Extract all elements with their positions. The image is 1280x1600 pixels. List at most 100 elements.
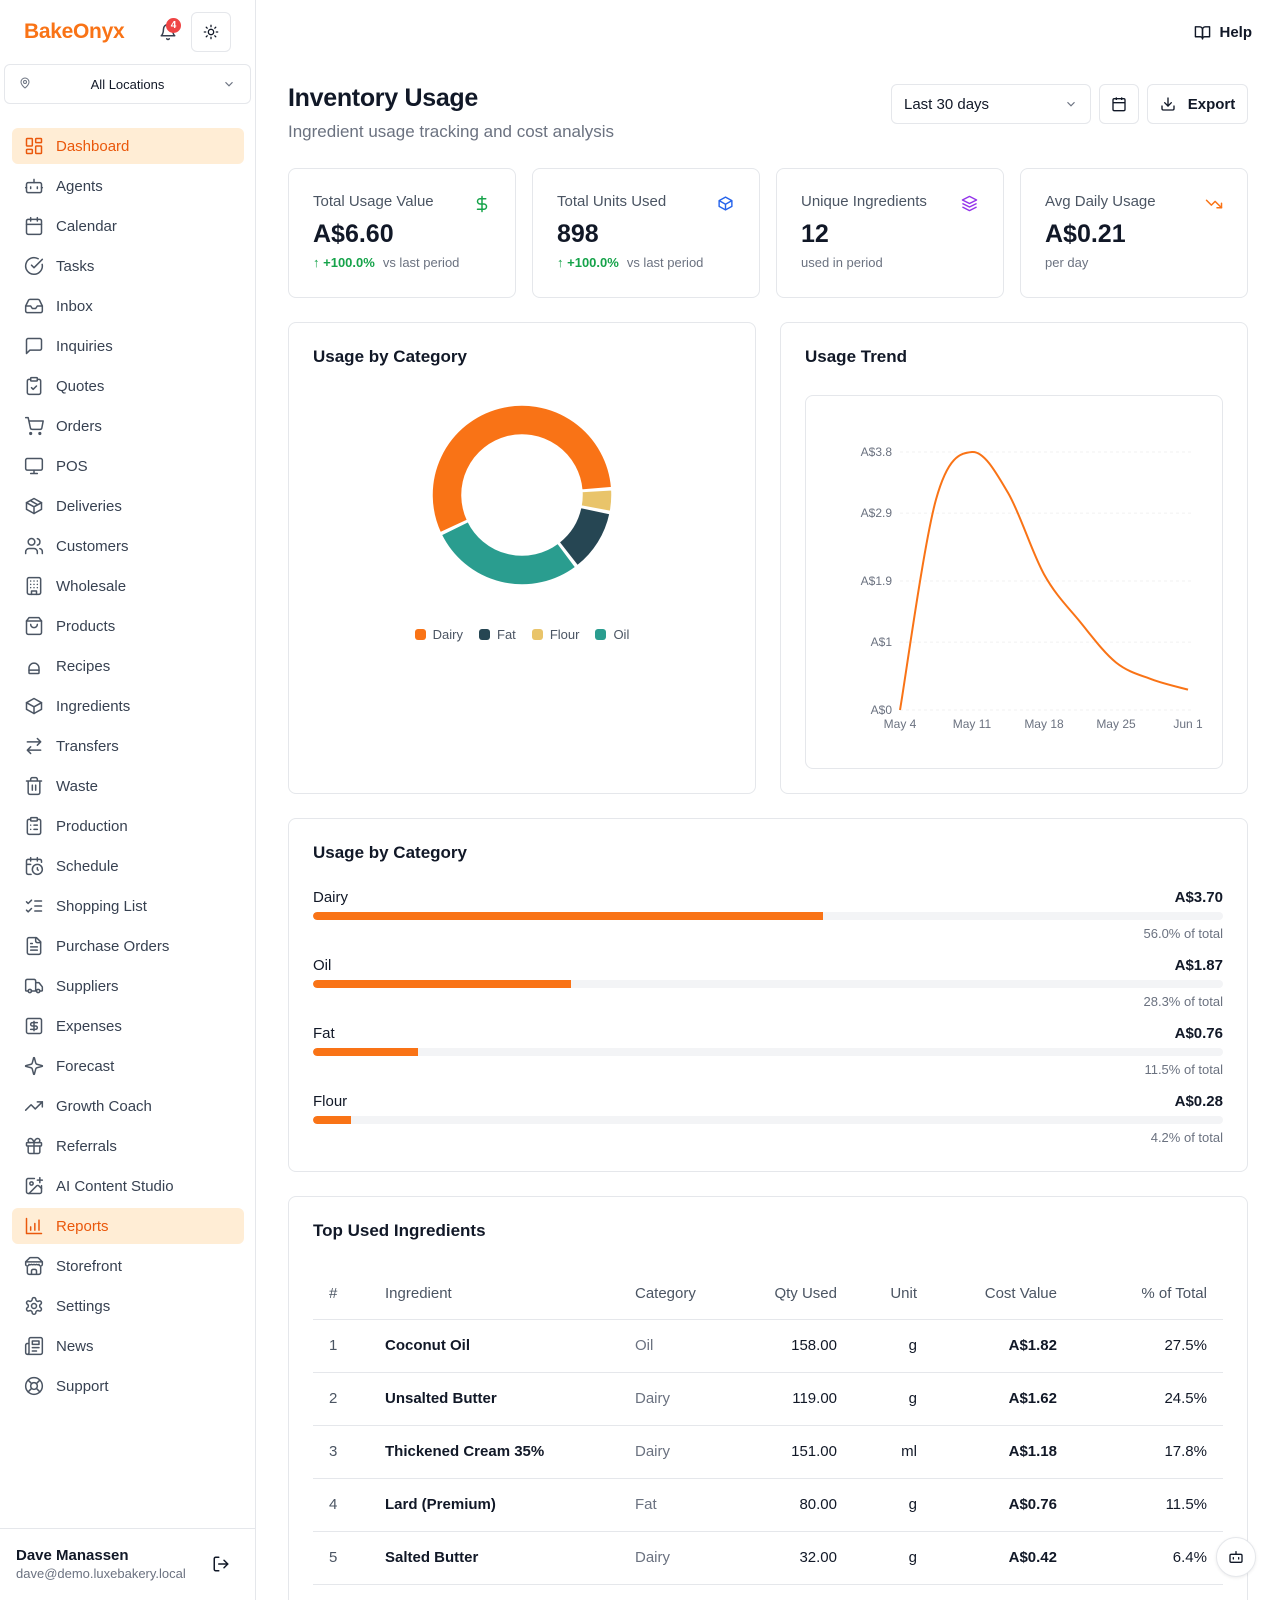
legend-item-dairy[interactable]: Dairy xyxy=(414,627,463,642)
sidebar-item-orders[interactable]: Orders xyxy=(12,408,244,444)
sidebar-item-referrals[interactable]: Referrals xyxy=(12,1128,244,1164)
sidebar-item-deliveries[interactable]: Deliveries xyxy=(12,488,244,524)
sidebar-item-label: News xyxy=(56,1337,94,1355)
unit: g xyxy=(853,1319,933,1373)
sidebar-item-forecast[interactable]: Forecast xyxy=(12,1048,244,1084)
export-button[interactable]: Export xyxy=(1147,84,1248,124)
date-range-select[interactable]: Last 30 days xyxy=(891,84,1091,124)
series-line-usage[interactable] xyxy=(899,451,1189,711)
sidebar-item-label: Settings xyxy=(56,1297,111,1315)
sidebar-item-news[interactable]: News xyxy=(12,1328,244,1364)
arrows-swap-icon xyxy=(24,736,44,756)
donut-slice-fat[interactable] xyxy=(557,506,611,567)
assistant-button[interactable] xyxy=(1216,1537,1256,1577)
store-icon xyxy=(24,1256,44,1276)
stat-label: Total Usage Value xyxy=(313,193,434,210)
sidebar-item-ingredients[interactable]: Ingredients xyxy=(12,688,244,724)
sidebar-item-purchase-orders[interactable]: Purchase Orders xyxy=(12,928,244,964)
sidebar-item-label: Referrals xyxy=(56,1137,117,1155)
donut-slice-flour[interactable] xyxy=(580,489,613,513)
column-header-qty-used[interactable]: Qty Used xyxy=(749,1269,853,1320)
sidebar-item-waste[interactable]: Waste xyxy=(12,768,244,804)
table-row[interactable]: 3 Thickened Cream 35% Dairy 151.00 ml A$1.18 1… xyxy=(313,1425,1223,1479)
category: Dairy xyxy=(619,1531,749,1585)
legend-item-oil[interactable]: Oil xyxy=(595,627,629,642)
table-row[interactable]: 1 Coconut Oil Oil 158.00 g A$1.82 27.5% xyxy=(313,1319,1223,1373)
sidebar-item-transfers[interactable]: Transfers xyxy=(12,728,244,764)
theme-toggle-button[interactable] xyxy=(191,12,231,52)
column-header-rank[interactable]: # xyxy=(313,1269,369,1320)
sidebar-item-support[interactable]: Support xyxy=(12,1368,244,1404)
map-pin-icon xyxy=(19,77,33,91)
table-row[interactable]: 5 Salted Butter Dairy 32.00 g A$0.42 6.4% xyxy=(313,1531,1223,1585)
table-row[interactable]: 2 Unsalted Butter Dairy 119.00 g A$1.62 24.5% xyxy=(313,1372,1223,1426)
life-buoy-icon xyxy=(24,1376,44,1396)
bar-fill xyxy=(313,912,823,920)
donut-legend: Dairy Fat Flour Oil xyxy=(289,627,755,642)
sidebar-item-ai-content-studio[interactable]: AI Content Studio xyxy=(12,1168,244,1204)
legend-item-fat[interactable]: Fat xyxy=(479,627,516,642)
sidebar-item-quotes[interactable]: Quotes xyxy=(12,368,244,404)
calendar-button[interactable] xyxy=(1099,84,1139,124)
sidebar-item-growth-coach[interactable]: Growth Coach xyxy=(12,1088,244,1124)
sidebar-item-pos[interactable]: POS xyxy=(12,448,244,484)
sidebar-item-calendar[interactable]: Calendar xyxy=(12,208,244,244)
sidebar-item-suppliers[interactable]: Suppliers xyxy=(12,968,244,1004)
help-link[interactable]: Help xyxy=(1194,24,1252,41)
y-tick-label: A$0 xyxy=(871,703,893,717)
location-select[interactable]: All Locations xyxy=(4,64,251,104)
sidebar-item-settings[interactable]: Settings xyxy=(12,1288,244,1324)
donut-slice-dairy[interactable] xyxy=(431,404,613,534)
column-header-unit[interactable]: Unit xyxy=(853,1269,933,1320)
sidebar-item-shopping-list[interactable]: Shopping List xyxy=(12,888,244,924)
x-tick-label: Jun 1 xyxy=(1173,717,1203,731)
sidebar-item-production[interactable]: Production xyxy=(12,808,244,844)
sidebar-item-products[interactable]: Products xyxy=(12,608,244,644)
sidebar-item-label: Schedule xyxy=(56,857,119,875)
date-range-value: Last 30 days xyxy=(904,95,990,113)
column-header-category[interactable]: Category xyxy=(619,1269,749,1320)
bar-fill xyxy=(313,1116,352,1124)
bar-percent: 28.3% of total xyxy=(1143,994,1224,1009)
sidebar-item-inquiries[interactable]: Inquiries xyxy=(12,328,244,364)
stat-foot: ↑ +100.0% vs last period xyxy=(557,255,735,270)
page-title: Inventory Usage xyxy=(288,84,479,112)
table-body: 1 Coconut Oil Oil 158.00 g A$1.82 27.5% 2 Unsalt… xyxy=(313,1319,1223,1585)
cost-value: A$0.76 xyxy=(933,1478,1073,1532)
row-rank: 5 xyxy=(313,1531,369,1585)
sidebar-item-inbox[interactable]: Inbox xyxy=(12,288,244,324)
table-row[interactable]: 4 Lard (Premium) Fat 80.00 g A$0.76 11.5% xyxy=(313,1478,1223,1532)
gear-icon xyxy=(24,1296,44,1316)
logout-icon[interactable] xyxy=(212,1555,232,1575)
brand-logo[interactable]: BakeOnyx xyxy=(24,20,125,43)
ingredient-name: Lard (Premium) xyxy=(369,1478,619,1532)
sidebar-item-wholesale[interactable]: Wholesale xyxy=(12,568,244,604)
legend-swatch xyxy=(479,629,491,640)
trending-up-icon xyxy=(24,1096,44,1116)
sidebar-item-customers[interactable]: Customers xyxy=(12,528,244,564)
bar-category-name: Oil xyxy=(313,957,332,974)
column-header-ingredient[interactable]: Ingredient xyxy=(369,1269,619,1320)
sidebar-item-storefront[interactable]: Storefront xyxy=(12,1248,244,1284)
table-header-row: # Ingredient Category Qty Used Unit Cost… xyxy=(313,1269,1223,1320)
sidebar-item-schedule[interactable]: Schedule xyxy=(12,848,244,884)
percent-total: 24.5% xyxy=(1073,1372,1223,1426)
sidebar-item-agents[interactable]: Agents xyxy=(12,168,244,204)
column-header-percent-total[interactable]: % of Total xyxy=(1073,1269,1223,1320)
column-header-cost-value[interactable]: Cost Value xyxy=(933,1269,1073,1320)
dollar-icon xyxy=(473,195,491,213)
bot-icon xyxy=(1229,1551,1243,1563)
sidebar-item-reports[interactable]: Reports xyxy=(12,1208,244,1244)
clipboard-icon xyxy=(24,816,44,836)
cost-value: A$0.42 xyxy=(933,1531,1073,1585)
unit: ml xyxy=(853,1425,933,1479)
ingredients-table: # Ingredient Category Qty Used Unit Cost… xyxy=(313,1269,1223,1585)
sidebar-item-dashboard[interactable]: Dashboard xyxy=(12,128,244,164)
sidebar-item-tasks[interactable]: Tasks xyxy=(12,248,244,284)
calendar-clock-icon xyxy=(24,856,44,876)
file-text-icon xyxy=(24,936,44,956)
donut-slice-oil[interactable] xyxy=(440,520,577,586)
legend-item-flour[interactable]: Flour xyxy=(531,627,579,642)
sidebar-item-recipes[interactable]: Recipes xyxy=(12,648,244,684)
sidebar-item-expenses[interactable]: Expenses xyxy=(12,1008,244,1044)
